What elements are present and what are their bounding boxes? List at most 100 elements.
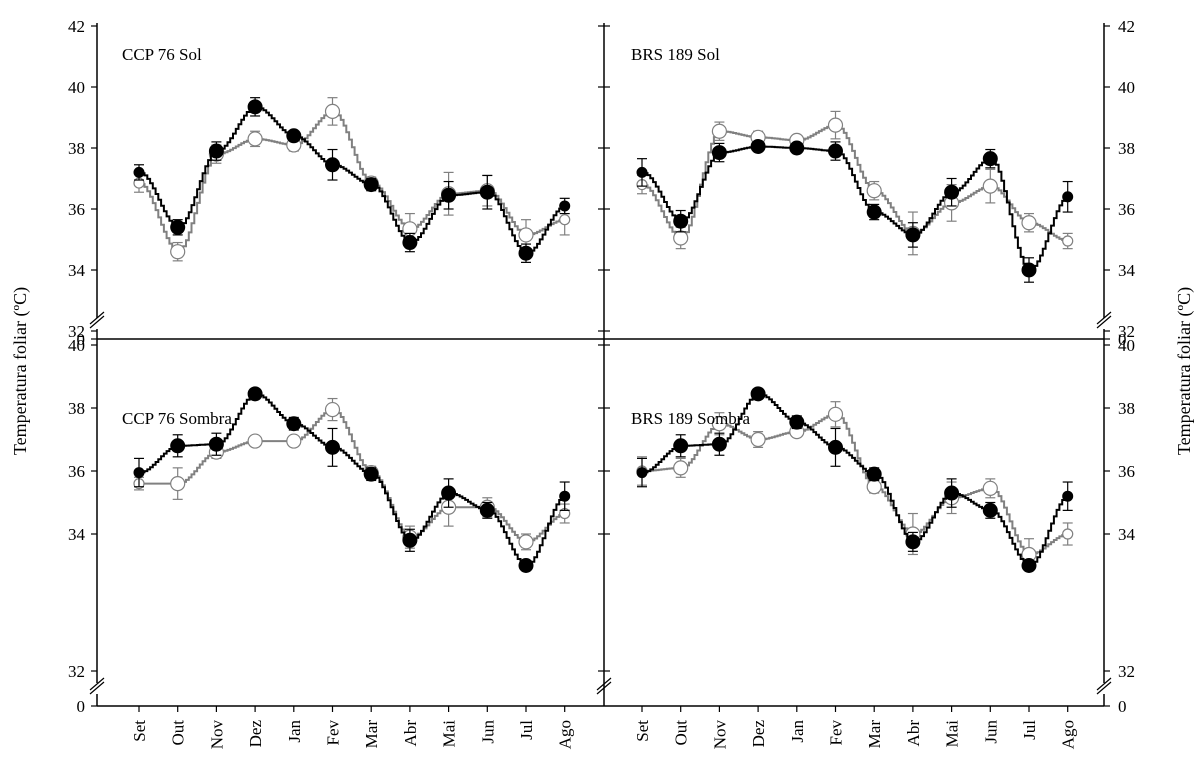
data-point-open	[673, 460, 689, 476]
x-tick-label: Mar	[865, 720, 884, 749]
y-tick-label-zero: 0	[77, 330, 86, 349]
axis-break-mark	[89, 681, 105, 695]
y-tick-label-right: 34	[1118, 525, 1136, 544]
panel-title: BRS 189 Sol	[631, 45, 720, 64]
data-point-open	[247, 131, 263, 147]
data-point-filled	[750, 138, 766, 154]
axis-break-mark	[89, 315, 105, 329]
data-point-filled	[636, 467, 648, 479]
data-point-filled	[559, 490, 571, 502]
y-tick-label-zero: 0	[1118, 697, 1127, 716]
panel-title: BRS 189 Sombra	[631, 409, 750, 428]
y-tick-label-right: 32	[1118, 322, 1135, 341]
data-point-filled	[944, 485, 960, 501]
data-point-filled	[866, 204, 882, 220]
data-point-open	[711, 416, 728, 432]
axis-break-mark	[89, 677, 105, 691]
axis-break-mark	[1096, 311, 1112, 325]
plot-layer	[133, 97, 1074, 573]
y-tick-label-zero: 0	[77, 697, 86, 716]
y-tick-label-right: 32	[1118, 662, 1135, 681]
data-point-open	[982, 480, 998, 496]
x-tick-label: Nov	[207, 720, 226, 750]
data-point-filled	[982, 502, 998, 518]
x-tick-label: Jan	[788, 720, 807, 743]
series-line-filled	[642, 145, 1069, 271]
axis-break-mark	[596, 677, 612, 691]
data-point-filled	[944, 184, 960, 200]
data-point-filled	[789, 140, 805, 156]
data-point-open	[1021, 215, 1037, 231]
y-tick-label-left: 32	[68, 662, 85, 681]
y-tick-label-left: 38	[68, 139, 85, 158]
data-point-filled	[828, 439, 843, 455]
x-tick-label: Ago	[556, 720, 575, 749]
data-point-filled	[441, 485, 457, 501]
axis-break-mark	[596, 681, 612, 695]
series-line-open	[139, 110, 566, 253]
axis-break-mark	[1096, 681, 1112, 695]
axis-break-mark	[1096, 315, 1112, 329]
data-point-filled	[750, 386, 766, 402]
data-point-open	[324, 401, 341, 418]
panel-title: CCP 76 Sombra	[122, 409, 232, 428]
y-tick-label-right: 34	[1118, 261, 1136, 280]
data-point-open	[1062, 235, 1074, 247]
x-tick-label: Jul	[517, 720, 536, 740]
data-point-filled	[363, 466, 379, 482]
y-tick-label-left: 34	[68, 261, 86, 280]
y-tick-label-zero: 0	[1118, 330, 1127, 349]
data-point-open	[866, 479, 882, 495]
x-tick-label: Jun	[478, 720, 497, 744]
data-point-filled	[711, 145, 727, 161]
y-tick-label-right: 38	[1118, 139, 1135, 158]
y-axis-label-right: Temperatura foliar (ºC)	[1174, 287, 1195, 455]
data-point-filled	[402, 532, 418, 548]
panel-title: CCP 76 Sol	[122, 45, 202, 64]
data-point-open	[518, 227, 534, 243]
y-axis-label-left: Temperatura foliar (ºC)	[10, 287, 31, 455]
x-tick-label: Fev	[324, 720, 343, 746]
x-tick-label: Mar	[362, 720, 381, 749]
x-tick-label: Out	[169, 720, 188, 746]
y-tick-label-left: 32	[68, 322, 85, 341]
data-point-open	[1062, 528, 1074, 540]
y-tick-label-right: 36	[1118, 462, 1135, 481]
y-tick-label-left: 40	[68, 78, 85, 97]
data-point-open	[827, 117, 844, 133]
data-point-filled	[866, 466, 882, 482]
data-point-filled	[441, 187, 457, 203]
data-point-filled	[208, 436, 224, 452]
x-tick-label: Jan	[285, 720, 304, 743]
data-point-filled	[518, 558, 534, 573]
x-tick-label: Mai	[440, 720, 459, 748]
y-tick-label-left: 34	[68, 525, 86, 544]
data-point-filled	[208, 143, 224, 159]
data-point-open	[750, 431, 766, 448]
axis-break-mark	[89, 311, 105, 325]
x-tick-label: Abr	[904, 720, 923, 747]
x-tick-label: Fev	[827, 720, 846, 746]
data-point-filled	[828, 143, 843, 159]
data-point-filled	[170, 438, 186, 454]
data-point-filled	[636, 166, 648, 178]
y-tick-label-left: 40	[68, 336, 85, 355]
y-tick-label-left: 36	[68, 462, 85, 481]
y-tick-label-right: 36	[1118, 200, 1135, 219]
data-point-open	[559, 214, 571, 226]
x-tick-label: Abr	[401, 720, 420, 747]
data-point-filled	[479, 502, 495, 518]
data-point-open	[827, 406, 844, 422]
data-point-filled	[789, 414, 805, 430]
x-tick-label: Ago	[1059, 720, 1078, 749]
y-tick-label-left: 36	[68, 200, 85, 219]
x-tick-label: Set	[130, 720, 149, 742]
axis-break-mark	[1096, 677, 1112, 691]
data-point-filled	[905, 534, 921, 550]
data-point-filled	[286, 416, 302, 432]
data-point-filled	[673, 213, 689, 229]
x-tick-label: Jun	[981, 720, 1000, 744]
data-point-filled	[170, 219, 186, 235]
data-point-filled	[479, 184, 495, 200]
